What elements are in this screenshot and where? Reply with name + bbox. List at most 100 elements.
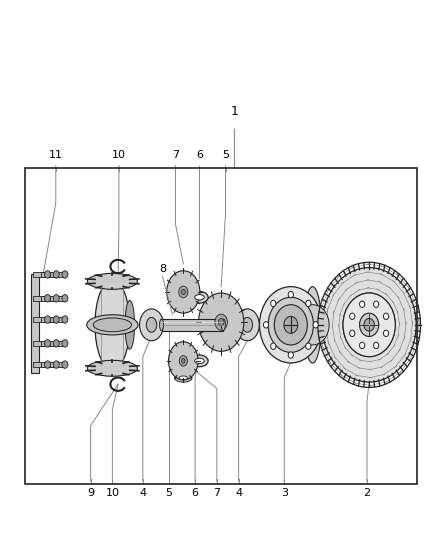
Circle shape bbox=[374, 342, 379, 349]
Bar bbox=[42, 317, 57, 322]
Text: 10: 10 bbox=[112, 150, 126, 160]
Bar bbox=[33, 341, 48, 346]
Circle shape bbox=[360, 342, 365, 349]
Ellipse shape bbox=[87, 360, 138, 376]
Ellipse shape bbox=[93, 318, 131, 332]
Circle shape bbox=[45, 361, 50, 368]
Circle shape bbox=[306, 343, 311, 349]
Circle shape bbox=[45, 271, 50, 278]
Circle shape bbox=[271, 300, 276, 306]
Bar bbox=[50, 272, 65, 277]
Ellipse shape bbox=[167, 271, 200, 313]
Ellipse shape bbox=[125, 301, 134, 349]
Circle shape bbox=[62, 316, 68, 323]
Text: 7: 7 bbox=[172, 150, 179, 160]
Ellipse shape bbox=[179, 286, 188, 298]
Text: 5: 5 bbox=[166, 488, 173, 498]
Text: 5: 5 bbox=[222, 150, 229, 160]
Bar bbox=[25, 168, 417, 484]
Text: 4: 4 bbox=[139, 488, 146, 498]
Ellipse shape bbox=[235, 309, 259, 341]
Circle shape bbox=[53, 271, 59, 278]
Bar bbox=[33, 296, 48, 301]
Circle shape bbox=[350, 330, 355, 336]
Circle shape bbox=[53, 340, 59, 347]
Ellipse shape bbox=[179, 356, 187, 366]
Bar bbox=[33, 317, 48, 322]
Ellipse shape bbox=[87, 273, 138, 289]
Ellipse shape bbox=[181, 289, 185, 295]
Circle shape bbox=[62, 271, 68, 278]
Bar bbox=[50, 341, 65, 346]
Circle shape bbox=[343, 293, 395, 357]
Ellipse shape bbox=[159, 319, 163, 330]
Circle shape bbox=[274, 305, 307, 345]
Circle shape bbox=[364, 318, 374, 331]
Circle shape bbox=[288, 292, 293, 298]
Ellipse shape bbox=[191, 355, 208, 367]
Text: 11: 11 bbox=[49, 150, 63, 160]
Circle shape bbox=[259, 287, 322, 363]
Text: 2: 2 bbox=[364, 488, 371, 498]
Circle shape bbox=[45, 340, 50, 347]
Circle shape bbox=[374, 301, 379, 308]
Bar bbox=[33, 272, 48, 277]
Bar bbox=[42, 296, 57, 301]
Bar bbox=[50, 317, 65, 322]
Ellipse shape bbox=[219, 319, 224, 326]
Ellipse shape bbox=[242, 317, 253, 332]
Text: 7: 7 bbox=[213, 488, 220, 498]
Circle shape bbox=[45, 295, 50, 302]
Bar bbox=[42, 341, 57, 346]
Ellipse shape bbox=[169, 342, 198, 380]
Text: 8: 8 bbox=[159, 264, 166, 274]
Ellipse shape bbox=[191, 292, 208, 303]
Circle shape bbox=[53, 295, 59, 302]
Ellipse shape bbox=[146, 317, 157, 332]
Circle shape bbox=[53, 361, 59, 368]
Text: 10: 10 bbox=[106, 488, 120, 498]
Circle shape bbox=[350, 313, 355, 319]
Circle shape bbox=[62, 295, 68, 302]
Bar bbox=[50, 362, 65, 367]
Bar bbox=[42, 272, 57, 277]
Ellipse shape bbox=[140, 309, 163, 341]
Circle shape bbox=[313, 321, 318, 328]
Circle shape bbox=[284, 317, 298, 333]
Circle shape bbox=[383, 313, 389, 319]
Ellipse shape bbox=[175, 374, 192, 382]
Ellipse shape bbox=[179, 376, 187, 379]
Circle shape bbox=[53, 316, 59, 323]
Circle shape bbox=[62, 361, 68, 368]
Circle shape bbox=[271, 343, 276, 349]
Bar bbox=[33, 362, 48, 367]
Circle shape bbox=[288, 352, 293, 358]
Circle shape bbox=[268, 297, 314, 352]
Text: 9: 9 bbox=[87, 488, 94, 498]
Circle shape bbox=[383, 330, 389, 336]
Ellipse shape bbox=[194, 358, 204, 364]
Text: 4: 4 bbox=[235, 488, 242, 498]
Circle shape bbox=[360, 313, 379, 336]
Wedge shape bbox=[322, 268, 416, 382]
Ellipse shape bbox=[221, 319, 225, 330]
Text: 1: 1 bbox=[230, 105, 238, 118]
Ellipse shape bbox=[215, 314, 227, 330]
Bar bbox=[162, 319, 223, 330]
Circle shape bbox=[306, 300, 311, 306]
Ellipse shape bbox=[304, 287, 321, 363]
Circle shape bbox=[360, 301, 365, 308]
Text: 6: 6 bbox=[196, 150, 203, 160]
Text: 6: 6 bbox=[191, 488, 198, 498]
Bar bbox=[42, 362, 57, 367]
Bar bbox=[50, 296, 65, 301]
Ellipse shape bbox=[95, 280, 130, 370]
Ellipse shape bbox=[181, 359, 185, 364]
Circle shape bbox=[296, 305, 329, 345]
Circle shape bbox=[263, 321, 268, 328]
Circle shape bbox=[45, 316, 50, 323]
Bar bbox=[31, 274, 39, 373]
Text: 3: 3 bbox=[281, 488, 288, 498]
Ellipse shape bbox=[198, 293, 244, 351]
Ellipse shape bbox=[87, 315, 138, 335]
